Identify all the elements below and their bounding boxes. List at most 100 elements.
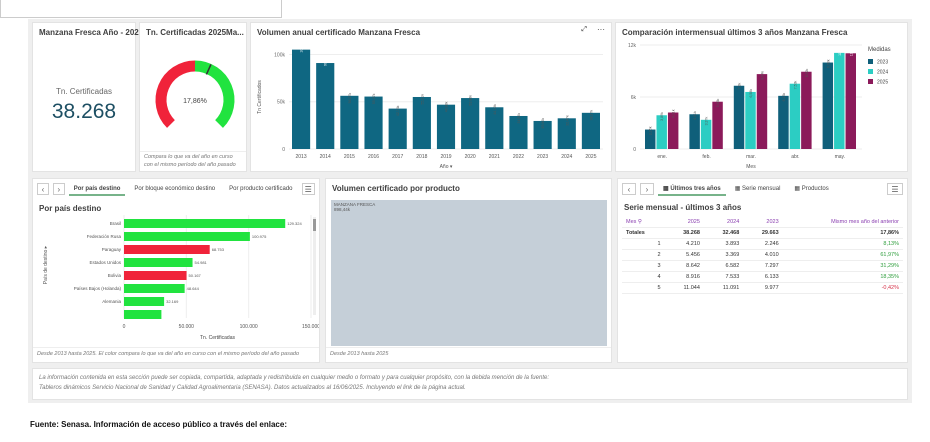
legend-label: 2023	[877, 60, 888, 66]
prev-button[interactable]: ‹	[622, 183, 636, 195]
x-tick-label: 2025	[585, 154, 596, 160]
bar-Alemania	[124, 297, 165, 306]
table-row[interactable]: 5 11.044 11.091 9.977 -0,42%	[622, 282, 903, 294]
monthly-table: Mes ⚲ 2025 2024 2023 Mismo mes año del a…	[622, 217, 903, 294]
bar-value-label: 9,98k	[826, 59, 830, 68]
country-panel[interactable]: ‹ › Por país destino Por bloque económic…	[32, 178, 320, 363]
bar-Brasil	[124, 219, 286, 228]
bar-2024-feb.	[700, 119, 712, 149]
bar-value-label: 8,92k	[805, 68, 809, 77]
bar-2023-abr.	[778, 95, 789, 149]
kpi-panel[interactable]: Manzana Fresca Año - 2025 Tn. Certificad…	[32, 22, 143, 172]
table-row[interactable]: 3 8.642 6.582 7.297 31,29%	[622, 260, 903, 272]
bar-value-label: 11,09k	[838, 45, 842, 55]
annual-bar-chart: 0 50k 100k Tn Certificados 105,11k 2013 90,93k…	[257, 40, 603, 170]
bar-value-label: 100.975	[252, 234, 267, 239]
tab-por-pais[interactable]: Por país destino	[68, 182, 126, 196]
x-tick-label: 2023	[537, 154, 548, 160]
col-2024[interactable]: 2024	[703, 217, 744, 228]
table-row[interactable]: 4 8.916 7.533 6.133 18,35%	[622, 271, 903, 283]
bar-value-label: 48.644	[187, 286, 200, 291]
bar-value-label: 4,01k	[693, 111, 697, 120]
table-cell: 8.916	[664, 271, 704, 283]
y-tick-label: Paraguay	[102, 247, 122, 252]
bar-value-label: 55,01k	[420, 94, 424, 105]
search-icon: ⚲	[637, 219, 642, 225]
x-tick-label: 2024	[561, 154, 572, 160]
legend-swatch	[868, 79, 873, 84]
bar-2025-feb.	[712, 101, 723, 149]
table-icon: ▦	[794, 186, 802, 192]
y-tick-label: Alemania	[102, 299, 121, 304]
table-cell: 6.582	[703, 260, 744, 272]
col-mes[interactable]: Mes ⚲	[622, 217, 665, 228]
bar-2023-may.	[822, 62, 834, 149]
bar-2022	[509, 115, 528, 149]
table-cell: 11.044	[664, 282, 704, 294]
bar-value-label: 90,93k	[324, 55, 328, 66]
more-options-icon[interactable]: ···	[597, 25, 605, 34]
table-icon: ▦	[734, 186, 743, 192]
col-variacion[interactable]: Mismo mes año del anterior	[782, 217, 903, 228]
table-cell: 5	[622, 282, 665, 294]
bar-2020	[461, 98, 480, 149]
bar-value-label: 54.981	[195, 260, 208, 265]
table-cell: 1	[622, 238, 665, 250]
bar-Federación Rusa	[124, 232, 250, 241]
x-tick-label: 2018	[416, 154, 427, 160]
tab-ultimos-tres-anos[interactable]: ▦ Últimos tres años	[658, 182, 726, 196]
table-panel[interactable]: ‹ › ▦ Últimos tres años ▦ Serie mensual …	[617, 178, 908, 363]
y-tick-label: 50k	[277, 100, 286, 106]
bar-2015	[340, 95, 359, 149]
scrollbar-thumb	[313, 219, 316, 231]
gauge-panel[interactable]: Tn. Certificadas 2025Ma... 17,86% Compar…	[139, 22, 247, 172]
col-2025[interactable]: 2025	[664, 217, 704, 228]
legend-title: Medidas	[868, 47, 891, 53]
y-tick-label: Estados Unidos	[89, 260, 121, 265]
table-cell: 4.210	[664, 238, 704, 250]
table-row[interactable]: 2 5.456 3.369 4.010 61,97%	[622, 249, 903, 261]
bar-value-label: 55,47k	[372, 93, 376, 104]
tab-serie-mensual[interactable]: ▦ Serie mensual	[734, 186, 781, 192]
bar-value-label: 7,3k	[738, 83, 742, 90]
legend-label: 2024	[877, 70, 888, 76]
bar-Países Bajos (Holanda)	[124, 284, 185, 293]
bar-value-label: 5,46k	[716, 98, 720, 107]
cropped-header-strip	[0, 0, 282, 18]
next-button[interactable]: ›	[640, 183, 654, 195]
treemap-tile-manzana[interactable]: MANZANA FRESCA 898,44k	[331, 200, 607, 346]
bar-value-label: 105,11k	[300, 40, 304, 52]
bar-value-label: 50.167	[189, 273, 202, 278]
x-tick-label: 100.000	[240, 324, 258, 330]
table-cell: 3.369	[703, 249, 744, 261]
tab-productos[interactable]: ▦ Productos	[794, 186, 829, 192]
expand-icon[interactable]: ⤢	[581, 26, 587, 33]
menu-icon[interactable]: ☰	[301, 183, 315, 195]
next-button[interactable]: ›	[52, 183, 65, 195]
table-cell: 2.246	[743, 238, 783, 250]
bar-Bolivia	[124, 271, 187, 280]
y-tick-label: Bolivia	[108, 273, 122, 278]
bar-value-label: 32,47k	[565, 115, 569, 126]
table-cell: 3.893	[703, 238, 744, 250]
x-axis-label: Año ▾	[440, 164, 453, 170]
bar-Paraguay	[124, 245, 210, 254]
bar-partial	[124, 310, 162, 319]
bar-2025-abr.	[801, 71, 812, 149]
kpi-title: Manzana Fresca Año - 2025	[39, 28, 144, 37]
x-tick-label: 2017	[392, 154, 403, 160]
menu-icon[interactable]: ☰	[887, 183, 903, 195]
annual-chart-panel[interactable]: Volumen anual certificado Manzana Fresca…	[250, 22, 612, 172]
bar-2021	[485, 107, 504, 149]
table-row[interactable]: 1 4.210 3.893 2.246 8,13%	[622, 238, 903, 250]
col-2023[interactable]: 2023	[743, 217, 783, 228]
prev-button[interactable]: ‹	[37, 183, 49, 195]
table-icon: ▦	[663, 186, 671, 192]
monthly-chart-panel[interactable]: Comparación intermensual últimos 3 años …	[615, 22, 908, 172]
tab-por-producto[interactable]: Por producto certificado	[229, 186, 293, 192]
x-tick-label: abr.	[791, 154, 799, 160]
product-panel[interactable]: Volumen certificado por producto MANZANA…	[325, 178, 612, 363]
table-cell: 4.010	[743, 249, 783, 261]
tab-por-bloque[interactable]: Por bloque económico destino	[134, 186, 216, 192]
x-axis-label: Mes	[746, 164, 756, 170]
